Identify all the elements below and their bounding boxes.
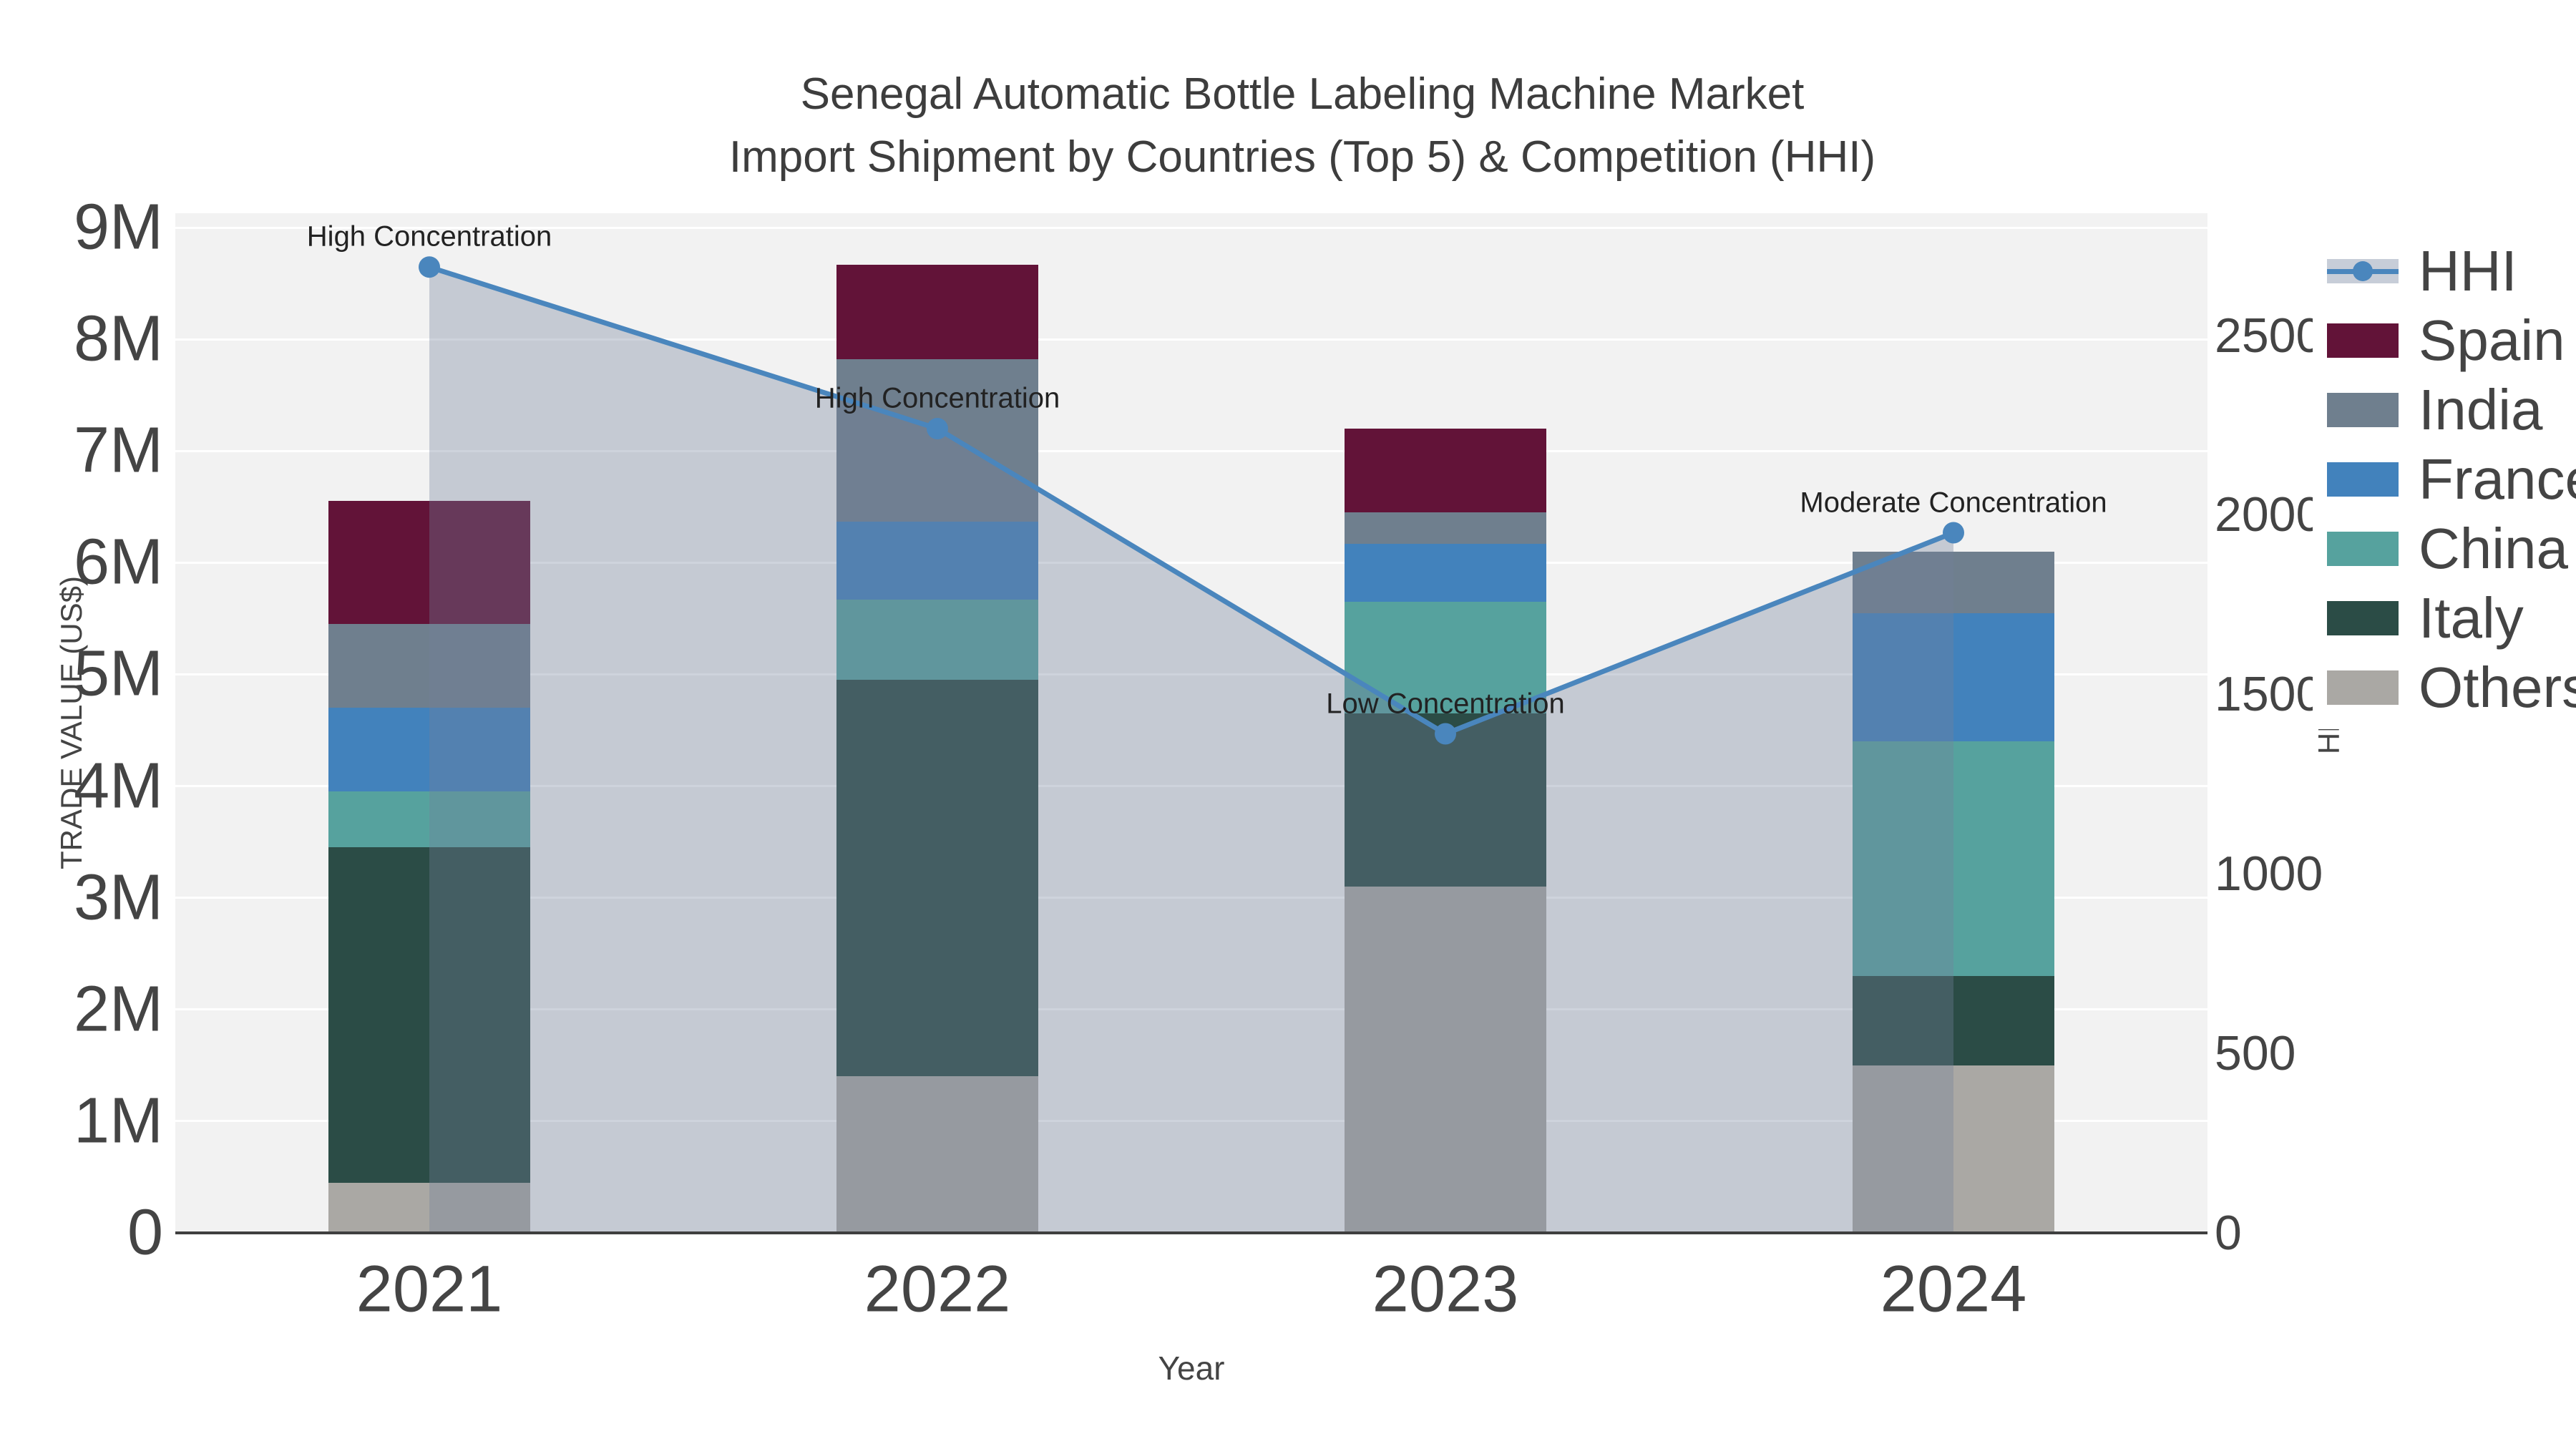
bar-segment-china-2024 xyxy=(1853,741,2054,976)
bar-segment-france-2024 xyxy=(1853,613,2054,742)
bar-segment-italy-2021 xyxy=(328,847,530,1183)
bar-segment-india-2021 xyxy=(328,624,530,708)
y-tick-left-1M: 1M xyxy=(73,1085,163,1157)
legend-label-spain: Spain xyxy=(2419,308,2565,372)
bar-segment-others-2023 xyxy=(1345,887,1546,1233)
hhi-line-legend-icon xyxy=(2327,258,2399,283)
x-axis-title: Year xyxy=(1158,1350,1225,1387)
hhi-point-2024 xyxy=(1943,522,1964,544)
legend-label-italy: Italy xyxy=(2419,585,2524,650)
bar-segment-spain-2022 xyxy=(836,264,1038,360)
hhi-line-chart xyxy=(419,256,1964,1233)
legend: HHISpainIndiaFranceChinaItalyOthers xyxy=(2313,230,2576,729)
gridline xyxy=(175,338,2207,341)
y-tick-left-7M: 7M xyxy=(73,414,163,487)
chart-title-line2: Import Shipment by Countries (Top 5) & C… xyxy=(728,132,1876,182)
hhi-area-fill xyxy=(429,267,1953,1233)
bar-segment-italy-2024 xyxy=(1853,975,2054,1065)
legend-swatch-italy xyxy=(2327,600,2399,635)
x-tick-2022: 2022 xyxy=(864,1252,1011,1326)
y-tick-right-500: 500 xyxy=(2215,1026,2296,1081)
y-tick-left-5M: 5M xyxy=(73,638,163,710)
y-tick-left-9M: 9M xyxy=(73,191,163,263)
bar-segment-china-2021 xyxy=(328,791,530,848)
legend-item-hhi[interactable]: HHI xyxy=(2313,236,2576,306)
gridline xyxy=(175,226,2207,229)
gridline xyxy=(175,673,2207,675)
hhi-line xyxy=(428,264,1955,737)
bar-segment-others-2024 xyxy=(1853,1065,2054,1233)
bar-segment-france-2022 xyxy=(836,521,1038,600)
chart-title-line1: Senegal Automatic Bottle Labeling Machin… xyxy=(800,69,1805,119)
y-axis-left-title: TRADE VALUE (US$) xyxy=(54,576,88,869)
y-tick-left-4M: 4M xyxy=(73,750,163,822)
legend-item-spain[interactable]: Spain xyxy=(2313,306,2576,375)
y-tick-left-2M: 2M xyxy=(73,973,163,1045)
y-tick-right-2000: 2000 xyxy=(2215,487,2323,542)
gridline xyxy=(175,785,2207,788)
legend-label-china: China xyxy=(2419,516,2569,580)
legend-item-italy[interactable]: Italy xyxy=(2313,583,2576,653)
y-tick-left-0: 0 xyxy=(127,1196,163,1269)
hhi-point-2023 xyxy=(1435,723,1456,745)
bar-segment-france-2023 xyxy=(1345,543,1546,602)
bar-segment-china-2022 xyxy=(836,599,1038,680)
annotation-2021: High Concentration xyxy=(306,220,552,253)
legend-item-france[interactable]: France xyxy=(2313,444,2576,514)
x-tick-2024: 2024 xyxy=(1880,1252,2027,1326)
y-tick-right-1000: 1000 xyxy=(2215,847,2323,902)
bar-segment-italy-2022 xyxy=(836,680,1038,1077)
legend-label-india: India xyxy=(2419,377,2543,441)
legend-swatch-france xyxy=(2327,462,2399,497)
y-tick-left-3M: 3M xyxy=(73,862,163,934)
gridline xyxy=(175,1120,2207,1123)
y-tick-right-0: 0 xyxy=(2215,1206,2242,1260)
legend-swatch-others xyxy=(2327,670,2399,705)
legend-label-france: France xyxy=(2419,447,2576,511)
hhi-point-2021 xyxy=(419,256,440,278)
y-tick-right-1500: 1500 xyxy=(2215,667,2323,722)
annotation-2023: Low Concentration xyxy=(1326,688,1565,720)
legend-label-hhi: HHI xyxy=(2419,238,2517,303)
gridline xyxy=(175,561,2207,564)
legend-swatch-spain xyxy=(2327,323,2399,358)
bar-segment-india-2023 xyxy=(1345,512,1546,544)
gridline xyxy=(175,449,2207,452)
x-axis-line xyxy=(175,1231,2207,1234)
legend-item-china[interactable]: China xyxy=(2313,514,2576,583)
legend-item-india[interactable]: India xyxy=(2313,375,2576,444)
plot-area xyxy=(175,213,2207,1233)
bar-segment-india-2022 xyxy=(836,359,1038,522)
bar-segment-spain-2023 xyxy=(1345,429,1546,513)
legend-swatch-china xyxy=(2327,531,2399,566)
chart-title: Senegal Automatic Bottle Labeling Machin… xyxy=(0,63,2576,189)
legend-swatch-india xyxy=(2327,392,2399,427)
x-tick-2023: 2023 xyxy=(1372,1252,1519,1326)
legend-label-others: Others xyxy=(2419,655,2576,719)
annotation-2024: Moderate Concentration xyxy=(1800,487,2107,519)
gridline xyxy=(175,897,2207,899)
y-tick-left-6M: 6M xyxy=(73,526,163,598)
y-tick-left-8M: 8M xyxy=(73,303,163,375)
x-tick-2021: 2021 xyxy=(356,1252,503,1326)
bar-segment-others-2021 xyxy=(328,1182,530,1233)
legend-item-others[interactable]: Others xyxy=(2313,653,2576,722)
hhi-point-2022 xyxy=(927,418,948,439)
bar-segment-others-2022 xyxy=(836,1076,1038,1233)
hhi-line-legend-marker xyxy=(2353,260,2373,281)
bar-segment-france-2021 xyxy=(328,708,530,792)
gridline xyxy=(175,1008,2207,1011)
annotation-2022: High Concentration xyxy=(814,382,1060,414)
y-tick-right-2500: 2500 xyxy=(2215,308,2323,363)
bar-segment-spain-2021 xyxy=(328,501,530,625)
